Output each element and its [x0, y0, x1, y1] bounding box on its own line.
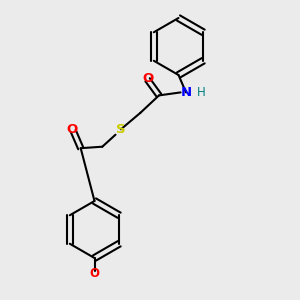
Text: S: S [116, 123, 126, 136]
Text: O: O [142, 72, 153, 85]
Text: H: H [197, 86, 206, 99]
Text: O: O [66, 123, 77, 136]
Text: O: O [89, 267, 100, 280]
Text: N: N [180, 86, 192, 99]
